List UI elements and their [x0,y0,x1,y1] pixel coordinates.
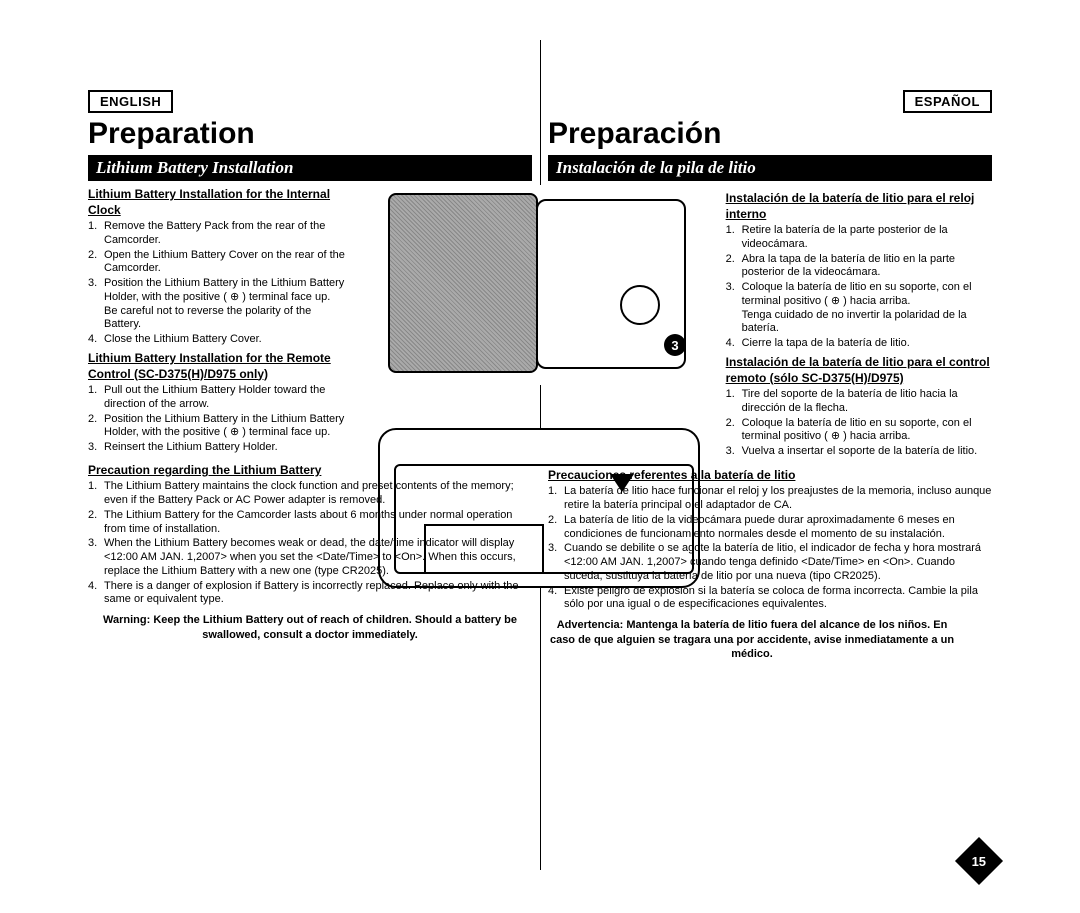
list-item-subline: Tenga cuidado de no invertir la polarida… [742,309,992,337]
section-heading-es: Instalación de la pila de litio [548,155,992,181]
list-item: Pull out the Lithium Battery Holder towa… [88,384,346,412]
section-heading-en: Lithium Battery Installation [88,155,532,181]
list-item: When the Lithium Battery becomes weak or… [88,537,532,578]
list-item: Remove the Battery Pack from the rear of… [88,220,346,248]
en-steps3: The Lithium Battery maintains the clock … [88,480,532,607]
en-sub3: Precaution regarding the Lithium Battery [88,463,532,479]
list-item: Vuelva a insertar el soporte de la bater… [726,445,992,459]
page-title-es: Preparación [548,117,992,151]
list-item: Cuando se debilite o se agote la batería… [548,542,992,583]
list-item: Existe peligro de explosión si la baterí… [548,585,992,613]
list-item: The Lithium Battery for the Camcorder la… [88,509,532,537]
list-item: La batería de litio hace funcionar el re… [548,485,992,513]
es-sub3: Precauciones referentes a la batería de … [548,468,992,484]
es-steps2: Tire del soporte de la batería de litio … [726,388,992,459]
list-item: Open the Lithium Battery Cover on the re… [88,249,346,277]
es-upper-block: Instalación de la batería de litio para … [548,187,992,460]
en-steps2: Pull out the Lithium Battery Holder towa… [88,384,346,455]
en-steps1: Remove the Battery Pack from the rear of… [88,220,346,347]
list-item: Reinsert the Lithium Battery Holder. [88,441,346,455]
list-item: La batería de litio de la videocámara pu… [548,514,992,542]
column-english: ENGLISH Preparation Lithium Battery Inst… [80,90,540,880]
list-item: The Lithium Battery maintains the clock … [88,480,532,508]
en-upper-block: Lithium Battery Installation for the Int… [88,187,346,455]
en-sub2: Lithium Battery Installation for the Rem… [88,351,346,382]
es-sub1: Instalación de la batería de litio para … [726,191,992,222]
en-warning: Warning: Keep the Lithium Battery out of… [88,613,532,642]
list-item: There is a danger of explosion if Batter… [88,580,532,608]
es-steps1: Retire la batería de la parte posterior … [726,224,992,351]
list-item: Position the Lithium Battery in the Lith… [88,277,346,332]
list-item: Close the Lithium Battery Cover. [88,333,346,347]
page-title-en: Preparation [88,117,532,151]
es-sub2: Instalación de la batería de litio para … [726,355,992,386]
page-content: ENGLISH Preparation Lithium Battery Inst… [80,90,1000,880]
list-item-subline: Be careful not to reverse the polarity o… [104,305,346,333]
language-label-english: ENGLISH [88,90,173,113]
list-item: Coloque la batería de litio en su soport… [726,417,992,445]
column-spanish: ESPAÑOL Preparación Instalación de la pi… [540,90,1000,880]
language-label-spanish: ESPAÑOL [903,90,992,113]
list-item: Abra la tapa de la batería de litio en l… [726,253,992,281]
list-item: Cierre la tapa de la batería de litio. [726,337,992,351]
list-item: Retire la batería de la parte posterior … [726,224,992,252]
es-warning: Advertencia: Mantenga la batería de liti… [548,618,992,661]
page-number: 15 [972,854,986,869]
page-number-badge: 15 [955,837,1003,885]
en-sub1: Lithium Battery Installation for the Int… [88,187,346,218]
es-steps3: La batería de litio hace funcionar el re… [548,485,992,612]
list-item: Tire del soporte de la batería de litio … [726,388,992,416]
list-item: Coloque la batería de litio en su soport… [726,281,992,336]
list-item: Position the Lithium Battery in the Lith… [88,413,346,441]
